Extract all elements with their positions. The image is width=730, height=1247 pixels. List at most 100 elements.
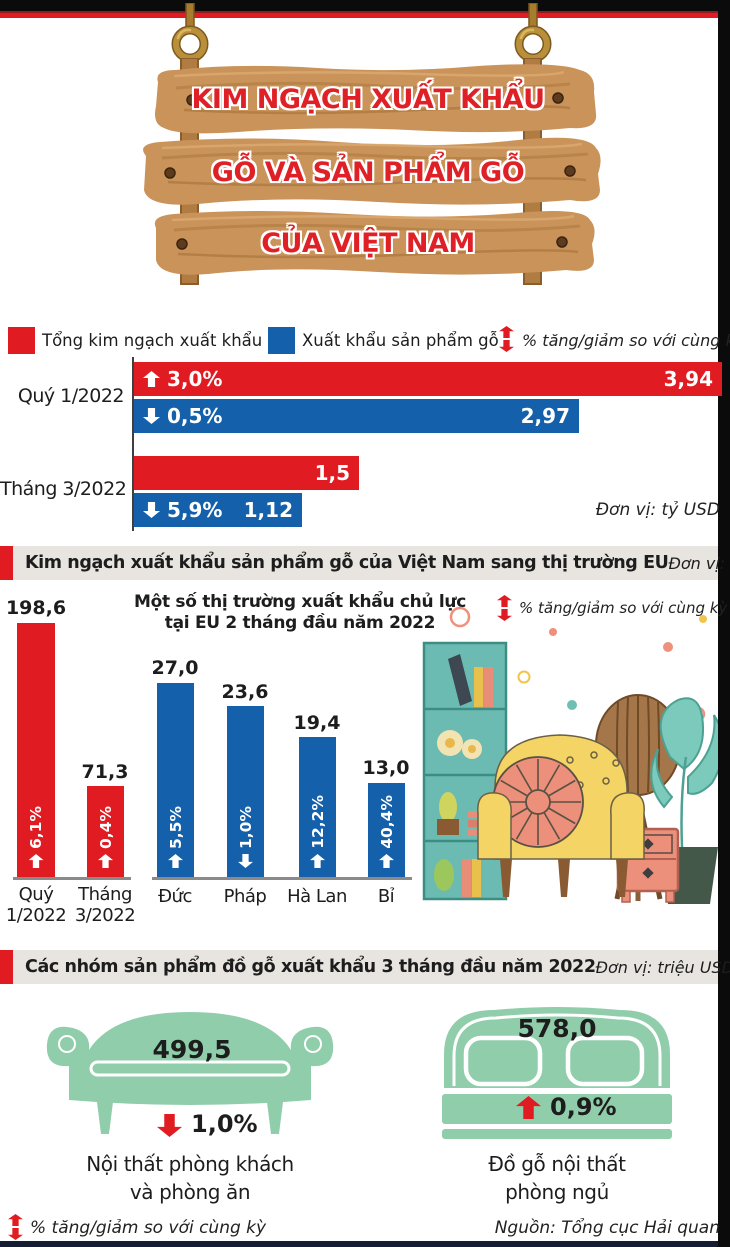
eu-cat-label: Tháng 3/2022 [70,884,140,926]
eu-axis-red-group [13,877,131,880]
eu-bar-pct: 0,4% [96,806,115,849]
up-arrow-icon [98,854,113,868]
up-arrow-icon [28,854,44,868]
chart1-row1-red-bar: 3,0% 3,94 [134,362,722,396]
eu-cat-label: Đức [158,886,192,907]
main-title-line3: CỦA VIỆT NAM [261,228,475,259]
eu-cat-line: 1/2022 [5,905,67,926]
eu-bar-bi: 40,4% [368,783,405,877]
chart1-unit: Đơn vị: tỷ USD [595,500,720,520]
eu-bar-pct: 12,2% [308,795,327,849]
eu-bar-pct: 6,1% [27,806,45,849]
section-eu-header: Kim ngạch xuất khẩu sản phẩm gỗ của Việt… [0,546,730,580]
section-eu-title: Kim ngạch xuất khẩu sản phẩm gỗ của Việt… [25,553,669,573]
product2-label-line2: phòng ngủ [505,1180,609,1204]
eu-cat-label: Hà Lan [287,886,347,907]
bed-icon [442,1007,672,1139]
footer-change-note: % tăng/giảm so với cùng kỳ [30,1218,267,1238]
eu-bar-halan: 12,2% [299,737,336,877]
chart1-row1-blue-change: 0,5% [167,404,223,428]
eu-bar-value: 13,0 [362,757,410,779]
eu-cat-label: Quý 1/2022 [1,884,71,926]
top-red-band [0,11,718,18]
product1-label-line1: Nội thất phòng khách [86,1152,294,1176]
eu-change-note: % tăng/giảm so với cùng kỳ [519,599,728,617]
eu-chart-title-line1: Một số thị trường xuất khẩu chủ lực [133,592,466,612]
up-arrow-icon [379,854,394,868]
product1-label-line2: và phòng ăn [129,1180,251,1204]
furniture-scene-illustration [422,606,718,904]
eu-cat-label: Bỉ [377,886,395,907]
product2-value: 578,0 [517,1014,597,1043]
section-products-title: Các nhóm sản phẩm đồ gỗ xuất khẩu 3 thán… [25,957,596,977]
eu-chart-title-line2: tại EU 2 tháng đầu năm 2022 [164,613,436,633]
eu-bar-value: 198,6 [5,597,67,619]
eu-bar-duc: 5,5% [157,683,194,877]
eu-bar-value: 23,6 [221,681,269,703]
eu-cat-line: 3/2022 [74,905,136,926]
section-accent [0,546,13,580]
product2-label-line1: Đồ gỗ nội thất [488,1152,626,1176]
up-down-arrow-icon [497,595,512,621]
right-black-strip [718,0,730,1247]
eu-bar-value: 71,3 [81,761,129,783]
down-arrow-icon [8,1228,23,1240]
product2-change: 0,9% [550,1093,617,1121]
eu-bar-pct: 5,5% [166,806,185,849]
chart1-axis [132,357,134,531]
down-arrow-icon [238,854,253,868]
footer-source: Nguồn: Tổng cục Hải quan [494,1218,720,1238]
top-black-strip [0,0,730,11]
up-down-arrow-icon [499,326,514,352]
eu-bar-pct: 40,4% [377,795,396,849]
section-eu-unit: Đơn vị: triệu USD [668,553,730,573]
up-arrow-icon [143,371,160,387]
up-down-arrow-icon [8,1214,23,1240]
legend-swatch-total [8,327,35,354]
up-arrow-icon [310,854,325,868]
chart1-row2-blue-change: 5,9% [167,498,223,522]
sofa-icon [46,1012,334,1134]
chart1-row2-blue-bar: 5,9% 1,12 [134,493,302,527]
eu-cat-label: Pháp [223,886,267,907]
chart1-row1-label: Quý 1/2022 [17,385,125,407]
main-title-line2: GỖ VÀ SẢN PHẨM GỖ [211,157,525,188]
eu-cat-line: Quý [18,884,54,905]
down-arrow-icon [143,408,160,424]
eu-bar-thang3-2022: 0,4% [87,786,124,877]
eu-bar-quy1-2022: 6,1% [17,623,55,877]
legend-swatch-wood [268,327,295,354]
eu-bar-value: 27,0 [151,657,199,679]
product1-change: 1,0% [191,1110,258,1138]
product1-value: 499,5 [152,1035,232,1064]
wooden-sign-illustration [143,58,601,285]
chart1-row2-red-bar: 1,5 [134,456,359,490]
bottom-navy-bar [0,1241,718,1247]
chart1-row2-label: Tháng 3/2022 [0,478,127,500]
hanging-ring-icon [514,3,552,63]
section-accent [0,950,13,984]
section-products-unit: Đơn vị: triệu USD [595,957,730,977]
section-products-header: Các nhóm sản phẩm đồ gỗ xuất khẩu 3 thán… [0,950,730,984]
chart1-row1-blue-value: 2,97 [520,404,570,428]
chart1-row2-red-value: 1,5 [314,461,350,485]
legend-label-total: Tổng kim ngạch xuất khẩu [42,331,263,350]
main-title-line1: KIM NGẠCH XUẤT KHẨU [191,84,546,115]
up-arrow-icon [499,326,514,338]
down-arrow-icon [499,340,514,352]
up-arrow-icon [168,854,183,868]
legend-label-wood: Xuất khẩu sản phẩm gỗ [302,331,499,350]
down-arrow-icon [143,502,160,518]
dot [449,606,471,628]
chart1-row1-red-value: 3,94 [663,367,713,391]
eu-bar-phap: 1,0% [227,706,264,877]
up-arrow-icon [8,1214,23,1226]
hanging-ring-icon [171,3,209,63]
chart1-row1-blue-bar: 0,5% 2,97 [134,399,579,433]
chart1-row2-blue-value: 1,12 [243,498,293,522]
eu-axis-blue-group [152,877,412,880]
chart1-row1-red-change: 3,0% [167,367,223,391]
eu-cat-line: Tháng [78,884,132,905]
eu-bar-value: 19,4 [293,712,341,734]
